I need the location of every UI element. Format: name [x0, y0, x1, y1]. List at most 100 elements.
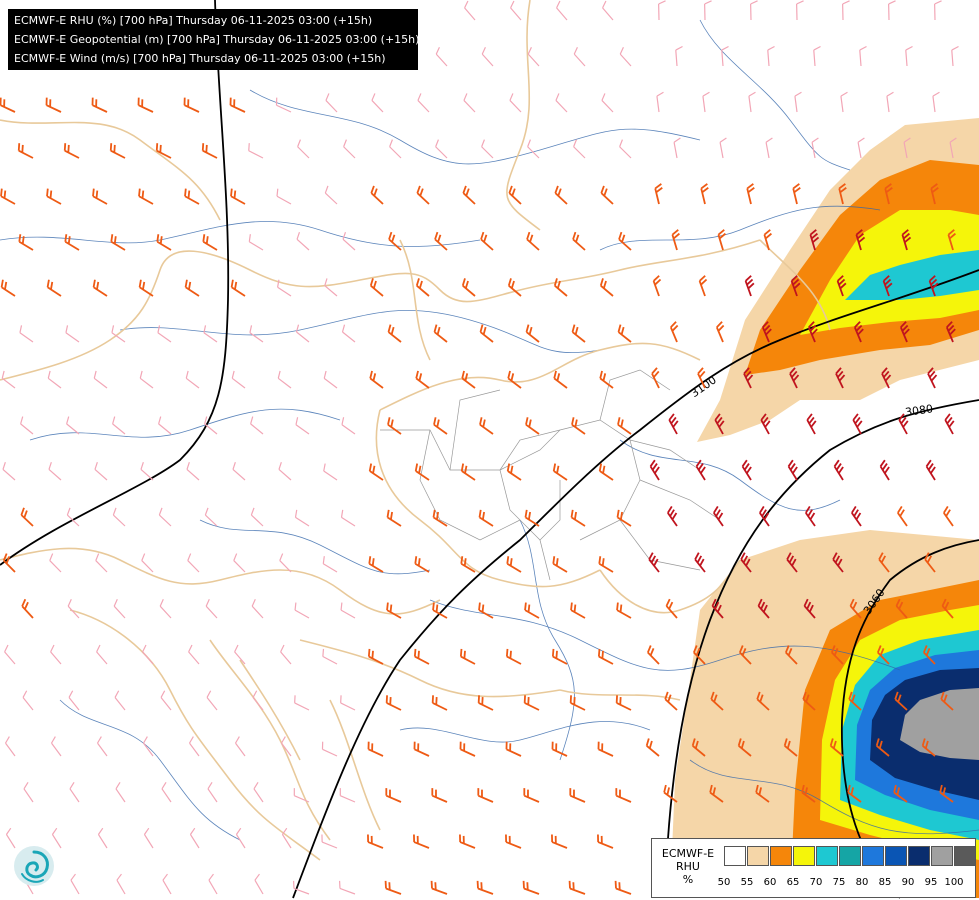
wind-barb: [884, 183, 893, 205]
wind-barb: [506, 556, 522, 573]
wind-barb: [673, 137, 681, 159]
wind-barb: [370, 185, 384, 205]
wind-barb: [155, 143, 172, 159]
wind-barb: [324, 278, 338, 297]
wind-barb: [2, 462, 16, 481]
wind-barb: [413, 834, 430, 849]
wind-barb: [527, 139, 540, 159]
wind-barb: [658, 0, 666, 21]
wind-barb: [414, 463, 430, 481]
wind-barb: [698, 275, 708, 297]
wind-barb: [571, 324, 586, 343]
wind-barb: [45, 97, 62, 113]
wind-barb: [802, 691, 816, 711]
wind-barb: [704, 0, 712, 21]
wind-barb: [617, 417, 632, 435]
wind-barb: [700, 183, 709, 205]
wind-barb: [477, 788, 494, 803]
wind-barb: [525, 417, 540, 435]
wind-barb: [756, 691, 770, 711]
wind-barb: [835, 367, 846, 389]
legend-swatch: [793, 846, 815, 866]
wind-barb: [695, 459, 706, 481]
wind-barb: [601, 93, 614, 113]
wind-barb: [112, 507, 126, 527]
wind-barb: [552, 556, 568, 573]
wind-barb: [70, 873, 80, 895]
wind-barb: [204, 416, 218, 435]
wind-barb: [278, 462, 292, 481]
wind-barb: [714, 413, 725, 435]
wind-barb: [760, 413, 771, 435]
wind-barb: [109, 143, 126, 159]
wind-barb: [413, 648, 430, 665]
wind-barb: [572, 231, 586, 251]
wind-barb: [930, 183, 939, 205]
wind-barb: [64, 234, 80, 251]
wind-barb: [385, 788, 402, 803]
wind-barb: [460, 556, 476, 573]
wind-barb: [68, 690, 80, 711]
wind-barb: [295, 324, 310, 343]
wind-barb: [188, 736, 200, 757]
wind-barb: [767, 45, 775, 67]
wind-barb: [932, 91, 940, 113]
wind-barb: [95, 553, 108, 573]
wind-barb: [416, 185, 430, 205]
wind-barb: [65, 325, 80, 343]
title-box: ECMWF-E RHU (%) [700 hPa] Thursday 06-11…: [8, 9, 419, 70]
wind-barb: [22, 690, 34, 711]
wind-barb: [96, 736, 108, 757]
wind-barb: [250, 416, 264, 435]
wind-barb: [294, 695, 310, 711]
wind-barb: [279, 553, 292, 573]
wind-barb: [69, 782, 80, 803]
wind-barb: [569, 695, 586, 711]
wind-barb: [807, 321, 818, 343]
wind-barb: [387, 417, 402, 435]
wind-barb: [161, 782, 172, 803]
wind-barb: [340, 695, 356, 711]
wind-barb: [614, 880, 632, 895]
wind-barb: [656, 91, 664, 113]
wind-barb: [507, 278, 522, 297]
wind-barb: [231, 370, 246, 389]
wind-barb: [339, 788, 356, 803]
wind-barb: [675, 45, 683, 67]
wind-barb: [47, 370, 62, 389]
wind-barb: [477, 695, 494, 711]
wind-barb: [338, 880, 356, 895]
wind-barb: [162, 873, 172, 895]
wind-barb: [949, 137, 957, 159]
wind-barb: [600, 185, 614, 205]
legend-swatch: [862, 846, 884, 866]
wind-barb: [431, 695, 448, 711]
wind-barb: [785, 645, 798, 665]
wind-barb: [111, 325, 126, 343]
wind-barb: [341, 324, 356, 343]
legend-tick-label: 60: [763, 877, 777, 888]
wind-barb: [939, 784, 954, 803]
wind-barb: [551, 834, 568, 849]
country-borders: [0, 0, 831, 861]
wind-barb: [717, 229, 726, 251]
wind-barb: [671, 229, 680, 251]
wind-barb: [857, 137, 865, 159]
wind-barb: [140, 462, 154, 481]
wind-barb: [893, 784, 908, 803]
wind-barb: [619, 139, 632, 159]
wind-barb: [203, 325, 218, 343]
wind-barb: [481, 139, 494, 159]
wind-barb: [803, 598, 816, 619]
wind-barb: [551, 648, 568, 665]
wind-barb: [110, 234, 126, 251]
wind-barb: [18, 234, 34, 251]
wind-barb: [324, 185, 338, 205]
wind-barb: [645, 738, 660, 757]
wind-barb: [790, 275, 801, 297]
wind-barb: [251, 599, 264, 619]
wind-barb: [230, 279, 246, 297]
wind-barb: [806, 413, 817, 435]
wind-barb: [664, 691, 678, 711]
